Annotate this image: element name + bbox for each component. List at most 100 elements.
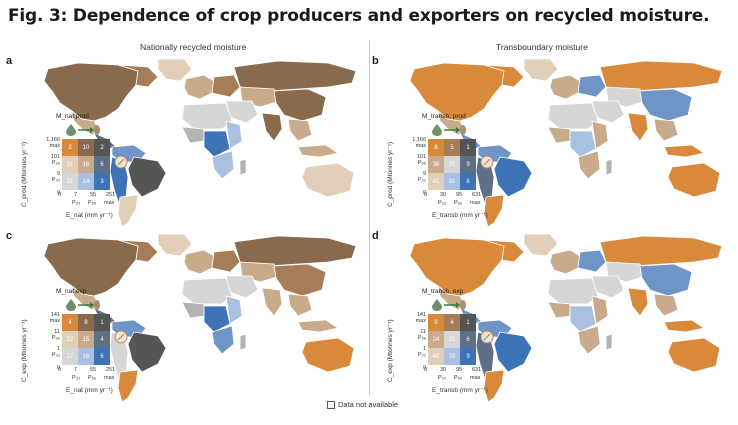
- region-brazil: [493, 331, 533, 373]
- region-india: [261, 287, 283, 317]
- legend-cell: 1: [94, 314, 110, 331]
- region-southeast-asia: [287, 293, 313, 317]
- legend-cell: 33: [444, 348, 460, 365]
- legend-x-subtick: P₆₆: [88, 200, 97, 206]
- region-europe-east: [211, 249, 241, 273]
- legend-y-tick: 0: [56, 365, 60, 371]
- legend-y-tick: 1,166: [412, 137, 426, 143]
- region-brazil: [493, 156, 533, 198]
- legend-y-axis-label: C_exp (Mtonnes yr⁻¹): [387, 319, 394, 382]
- region-madagascar: [605, 158, 613, 176]
- region-india: [627, 287, 649, 317]
- legend-y-tick: 1: [422, 346, 426, 352]
- legend-x-subtick: P₃₃: [438, 200, 447, 206]
- legend-cell: 9: [428, 314, 444, 331]
- legend-variable-label: M_nat,exp: [56, 288, 87, 295]
- world-map: [43, 58, 357, 228]
- legend-cell: 27: [62, 348, 78, 365]
- region-india: [261, 112, 283, 142]
- region-australia: [667, 162, 721, 198]
- legend-variable-label: M_transb, prod: [422, 113, 466, 120]
- legend-cell: 36: [428, 156, 444, 173]
- legend-x-subtick: max: [104, 200, 115, 206]
- legend-x-tick: 251: [106, 192, 116, 198]
- region-argentina: [483, 369, 505, 403]
- legend-cell: 16: [78, 348, 94, 365]
- legend-y-tick: 9: [422, 171, 426, 177]
- region-indonesia: [297, 319, 340, 333]
- legend-y-tick: 9: [56, 171, 60, 177]
- legend-y-tick: 0: [56, 190, 60, 196]
- region-china: [639, 88, 693, 122]
- region-argentina: [117, 369, 139, 403]
- legend-y-tick: P₆₆: [417, 160, 426, 166]
- legend-cell: 8: [428, 139, 444, 156]
- legend-cell: 2: [94, 139, 110, 156]
- region-australia: [301, 337, 355, 373]
- region-brazil: [127, 331, 167, 373]
- region-greenland: [523, 58, 559, 82]
- region-east-africa: [225, 120, 243, 150]
- legend-y-tick: P₆₆: [417, 335, 426, 341]
- legend-grid: 2 10 2 31 16 6 21 14 3: [62, 139, 110, 190]
- legend-x-subtick: max: [470, 375, 481, 381]
- legend-x-subtick: P₆₆: [454, 200, 463, 206]
- region-west-africa: [547, 301, 571, 319]
- legend-x-subtick: max: [470, 200, 481, 206]
- legend-grid: 9 4 1 24 22 6 40 33 9: [428, 314, 476, 365]
- region-north-africa: [547, 277, 599, 305]
- world-map: [409, 58, 723, 228]
- legend-y-tick: P₆₆: [51, 160, 60, 166]
- region-greenland: [157, 233, 193, 257]
- crop-badge-icon: [480, 330, 494, 349]
- region-canada-east: [483, 64, 525, 88]
- droplet-to-crop-icon: [66, 123, 100, 141]
- legend-cell: 1: [460, 139, 476, 156]
- legend-variable-label: M_nat,prod: [56, 113, 89, 120]
- legend-cell: 24: [428, 331, 444, 348]
- column-divider: [369, 40, 370, 395]
- panel-letter: b: [372, 55, 379, 67]
- legend-x-subtick: P₃₃: [438, 375, 447, 381]
- crop-badge-icon: [114, 330, 128, 349]
- region-north-africa: [181, 277, 233, 305]
- region-canada-east: [483, 239, 525, 263]
- legend-cell: 21: [62, 173, 78, 190]
- region-indonesia: [663, 144, 706, 158]
- legend-x-tick: 95: [456, 192, 463, 198]
- legend-y-tick: 0: [422, 365, 426, 371]
- legend-cell: 15: [78, 331, 94, 348]
- region-china: [273, 263, 327, 297]
- legend-x-tick: 7: [74, 367, 78, 373]
- region-europe-west: [549, 249, 581, 275]
- map-panel-d: d M_transb, exp 9 4 1 24 22 6 40 33 9 141 max 11 P₆₆ 1 P…: [372, 230, 732, 405]
- legend-y-tick: P₃₃: [51, 352, 60, 358]
- legend-x-tick: 251: [106, 367, 116, 373]
- legend-x-tick: 30: [440, 367, 447, 373]
- droplet-to-crop-icon: [432, 298, 466, 316]
- crop-badge-icon: [480, 155, 494, 174]
- legend-cell: 4: [62, 314, 78, 331]
- legend-cell: 2: [62, 139, 78, 156]
- bivariate-legend: M_transb, exp 9 4 1 24 22 6 40 33 9 141 max 11 P₆₆ 1 P₃…: [387, 286, 498, 404]
- legend-x-subtick: P₆₆: [88, 375, 97, 381]
- region-north-africa: [547, 102, 599, 130]
- region-southern-africa: [211, 150, 235, 180]
- region-madagascar: [239, 158, 247, 176]
- region-europe-west: [183, 74, 215, 100]
- legend-variable-label: M_transb, exp: [422, 288, 464, 295]
- legend-cell: 3: [94, 173, 110, 190]
- legend-cell: 22: [444, 331, 460, 348]
- legend-cell: 1: [460, 314, 476, 331]
- legend-x-tick: 30: [440, 192, 447, 198]
- legend-x-axis-label: E_transb (mm yr⁻¹): [432, 387, 488, 394]
- region-argentina: [483, 194, 505, 228]
- legend-x-axis-label: E_nat (mm yr⁻¹): [66, 212, 113, 219]
- legend-grid: 4 8 1 22 15 4 27 16 6: [62, 314, 110, 365]
- legend-y-tick: 141: [50, 312, 60, 318]
- bivariate-legend: M_nat,prod 2 10 2 31 16 6 21 14 3 1,166 max 101 P₆₆ 9 P…: [21, 111, 132, 229]
- region-australia: [667, 337, 721, 373]
- region-west-africa: [181, 126, 205, 144]
- legend-y-tick: P₃₃: [417, 352, 426, 358]
- region-russia: [233, 60, 357, 92]
